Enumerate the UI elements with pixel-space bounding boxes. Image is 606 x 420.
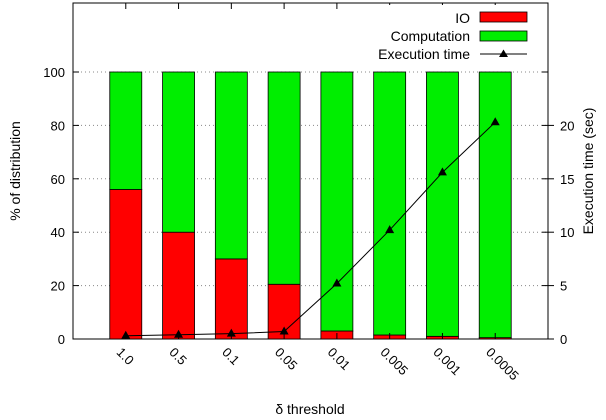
grid-lines (73, 71, 548, 287)
x-tick-label: 0.1 (219, 345, 242, 368)
y2-axis-title: Execution time (sec) (580, 108, 596, 235)
y2-tick-label: 20 (560, 118, 574, 133)
x-tick-label: 0.0005 (483, 345, 522, 384)
bar-computation (109, 71, 143, 190)
y-tick-label: 0 (58, 332, 65, 347)
x-tick-label: 0.005 (378, 345, 412, 379)
bars (109, 71, 512, 340)
bar-computation (214, 71, 248, 260)
legend-swatch-io (479, 11, 528, 23)
bar-computation (426, 71, 459, 337)
y-tick-label: 100 (43, 65, 65, 80)
legend: IO Computation Execution time (340, 5, 536, 67)
y-axis-title: % of distribution (7, 121, 23, 221)
execution-time-marker (279, 326, 289, 335)
bar-computation (320, 71, 354, 332)
execution-time-marker (437, 167, 447, 176)
x-tick-label: 1.0 (114, 345, 137, 368)
bar-io (109, 189, 143, 340)
x-tick-label: 0.05 (272, 345, 301, 374)
execution-time-marker (490, 117, 500, 126)
legend-swatch-computation (479, 30, 528, 42)
y-tick-label: 40 (51, 225, 65, 240)
plot-border (72, 2, 549, 340)
x-axis-title: δ threshold (275, 401, 344, 417)
x-tick-label: 0.001 (430, 345, 464, 379)
legend-label-computation: Computation (391, 28, 470, 44)
execution-time-marker (385, 225, 395, 234)
bar-computation (162, 71, 195, 233)
execution-time-marker (332, 278, 342, 287)
legend-label-execution-time: Execution time (378, 46, 470, 62)
y2-tick-label: 5 (560, 279, 567, 294)
legend-marker-execution-time (499, 49, 508, 57)
bar-computation (373, 71, 407, 336)
y-tick-label: 60 (51, 172, 65, 187)
x-tick-label: 0.5 (166, 345, 189, 368)
bar-computation (267, 71, 301, 285)
y2-tick-label: 10 (560, 225, 574, 240)
legend-label-io: IO (455, 10, 470, 26)
plot-frame (72, 2, 549, 340)
execution-time-marker (226, 328, 236, 337)
y2-tick-label: 0 (560, 332, 567, 347)
x-tick-label: 0.01 (325, 345, 354, 374)
y-tick-label: 80 (51, 118, 65, 133)
bar-io (162, 231, 195, 340)
y2-tick-label: 15 (560, 172, 574, 187)
bar-io (214, 258, 248, 340)
y-tick-label: 20 (51, 279, 65, 294)
y-axis-right: 0 5 10 15 20 (548, 118, 574, 347)
execution-time-polyline (125, 121, 496, 337)
bar-computation (478, 71, 512, 339)
y-axis-left: 0 20 40 60 80 100 (43, 65, 548, 347)
